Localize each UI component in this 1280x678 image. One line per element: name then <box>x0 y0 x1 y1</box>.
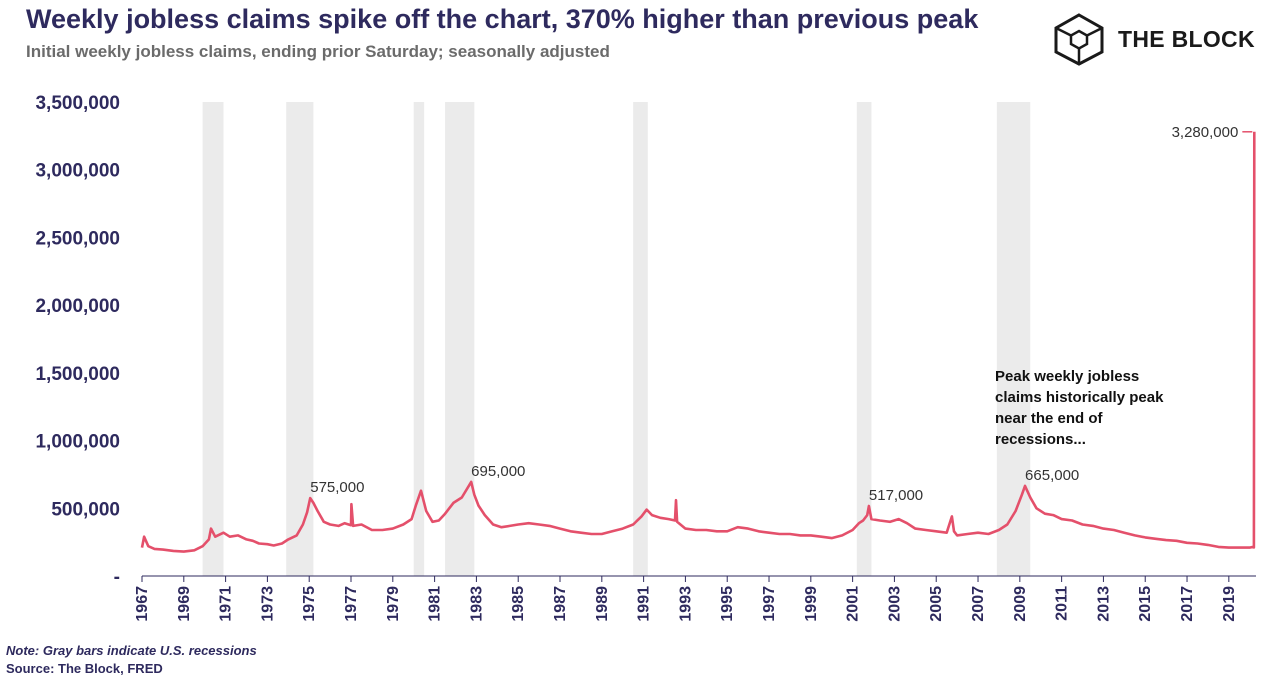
y-tick-label: 500,000 <box>51 499 120 520</box>
annotation-line: claims historically peak <box>995 389 1164 406</box>
y-tick-label: 2,500,000 <box>35 228 120 249</box>
x-tick-label: 2017 <box>1179 586 1196 622</box>
x-tick-label: 1985 <box>510 586 527 622</box>
x-tick-label: 1997 <box>761 586 778 622</box>
data-label: 665,000 <box>1025 467 1079 484</box>
axes: - 500,000 1,000,000 1,500,000 2,000,000 2,500… <box>35 93 1256 622</box>
x-tick-label: 1987 <box>552 586 569 622</box>
x-tick-label: 1981 <box>427 586 444 622</box>
data-label: 575,000 <box>310 479 364 496</box>
cube-logo-icon <box>1054 13 1104 66</box>
y-tick-label: 3,000,000 <box>35 161 120 182</box>
x-tick-label: 1973 <box>259 586 276 622</box>
recession-bar <box>996 102 1031 576</box>
x-tick-label: 1979 <box>385 586 402 622</box>
x-tick-label: 1977 <box>343 586 360 622</box>
annotation-line: near the end of <box>995 410 1104 427</box>
x-tick-label: 2011 <box>1054 586 1071 621</box>
x-tick-label: 2019 <box>1221 586 1238 622</box>
y-tick-label: 1,500,000 <box>35 364 120 385</box>
recession-bar <box>202 102 224 576</box>
series-line <box>140 131 1256 553</box>
x-tick-label: 2003 <box>886 586 903 622</box>
annotation-line: Peak weekly jobless <box>995 368 1139 385</box>
data-labels: 575,000 695,000 517,000 665,000 3,280,000 Pea… <box>310 124 1253 504</box>
x-tick-label: 2001 <box>845 586 862 622</box>
x-tick-label: 2009 <box>1012 586 1029 622</box>
x-tick-label: 1993 <box>677 586 694 622</box>
x-tick-label: 2005 <box>928 586 945 622</box>
x-tick-label: 1969 <box>176 586 193 622</box>
brand-logo: THE BLOCK <box>1052 10 1262 68</box>
x-tick-label: 1995 <box>719 586 736 622</box>
recession-bar <box>856 102 872 576</box>
data-label: 695,000 <box>471 463 525 480</box>
recession-bars <box>202 102 1031 576</box>
chart-title: Weekly jobless claims spike off the char… <box>26 4 979 34</box>
y-tick-label: - <box>114 567 120 588</box>
y-tick-label: 1,000,000 <box>35 432 120 453</box>
series-lines <box>140 131 1256 553</box>
x-tick-label: 1989 <box>594 586 611 622</box>
y-tick-label: 2,000,000 <box>35 296 120 317</box>
x-tick-label: 2013 <box>1095 586 1112 622</box>
recession-bar <box>413 102 425 576</box>
chart-subtitle: Initial weekly jobless claims, ending pr… <box>26 42 610 61</box>
recession-bar <box>633 102 648 576</box>
brand-name: THE BLOCK <box>1118 26 1255 52</box>
recession-bar <box>445 102 475 576</box>
x-tick-label: 2007 <box>970 586 987 622</box>
data-label: 517,000 <box>869 487 923 504</box>
x-tick-label: 2015 <box>1137 586 1154 622</box>
data-label: 3,280,000 <box>1172 124 1239 141</box>
x-tick-label: 1971 <box>218 586 235 622</box>
x-tick-label: 1975 <box>301 586 318 622</box>
y-tick-label: 3,500,000 <box>35 93 120 114</box>
x-tick-label: 1999 <box>803 586 820 622</box>
recession-bar <box>286 102 314 576</box>
footnote: Note: Gray bars indicate U.S. recessions <box>6 643 257 658</box>
source-line: Source: The Block, FRED <box>6 661 163 676</box>
annotation-line: recessions... <box>995 431 1086 448</box>
x-tick-label: 1983 <box>468 586 485 622</box>
x-tick-label: 1967 <box>134 586 151 622</box>
x-tick-label: 1991 <box>636 586 653 622</box>
